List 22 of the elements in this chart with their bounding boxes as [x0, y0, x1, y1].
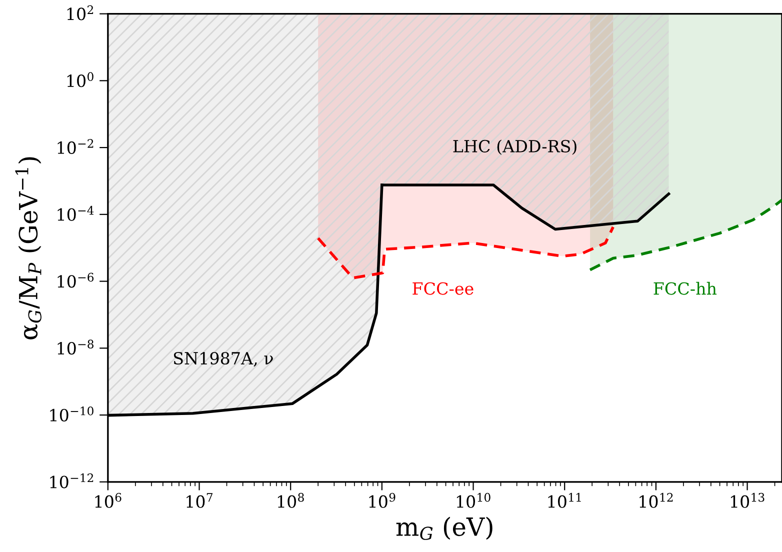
x-tick-label: 10$^{13}$	[730, 492, 764, 508]
x-axis-title: m$_{G}$ (eV)	[396, 516, 492, 540]
y-tick-label: 10$^{−8}$	[58, 340, 94, 355]
y-tick-label: 10$^{−6}$	[58, 272, 94, 288]
y-tick-label: 10$^{−10}$	[50, 406, 94, 422]
x-tick-label: 10$^{11}$	[548, 492, 581, 508]
y-tick-label: 10$^{2}$	[67, 5, 94, 20]
series-label: FCC-ee	[412, 282, 474, 295]
y-tick-label: 10$^{−2}$	[58, 139, 94, 154]
series-label: LHC (ADD-RS)	[453, 140, 576, 155]
x-tick-label: 10$^{12}$	[640, 492, 673, 508]
x-tick-label: 10$^{7}$	[186, 493, 213, 508]
y-tick-label: 10$^{0}$	[67, 72, 94, 88]
y-tick-label: 10$^{−12}$	[50, 473, 94, 488]
series-label: FCC-hh	[654, 282, 717, 295]
text: SN1987A, ν	[174, 352, 273, 367]
x-tick-label: 10$^{10}$	[456, 492, 490, 508]
y-axis-title: α$_{G}$/M$_{P}$ (GeV$^{−1}$)	[15, 157, 42, 340]
x-tick-label: 10$^{9}$	[369, 492, 396, 508]
x-tick-label: 10$^{6}$	[95, 492, 122, 508]
y-tick-label: 10$^{−4}$	[58, 206, 94, 221]
x-tick-label: 10$^{8}$	[278, 492, 304, 508]
